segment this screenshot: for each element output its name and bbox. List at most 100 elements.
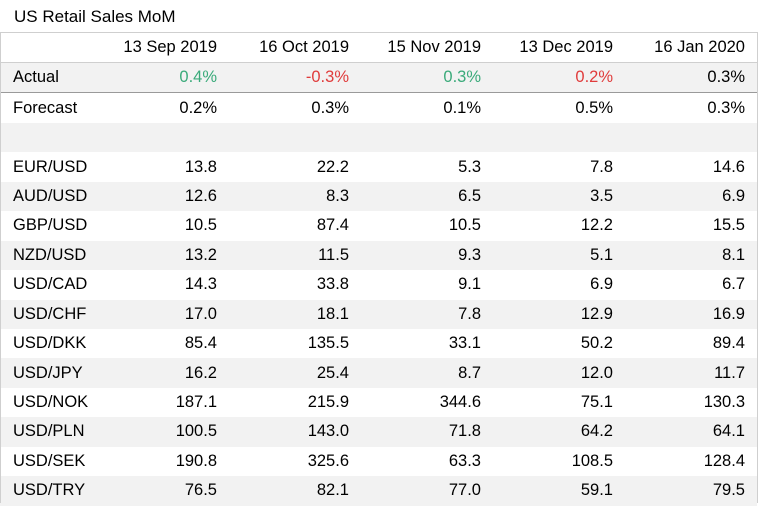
pair-label: USD/CAD bbox=[0, 270, 96, 300]
pair-value: 135.5 bbox=[229, 328, 361, 359]
pair-value: 10.5 bbox=[361, 211, 493, 241]
pair-value: 12.6 bbox=[96, 181, 229, 212]
pair-row: AUD/USD 12.6 8.3 6.5 3.5 6.9 bbox=[0, 181, 757, 212]
pair-value: 16.2 bbox=[96, 358, 229, 388]
pair-value: 13.2 bbox=[96, 240, 229, 271]
retail-sales-table: 13 Sep 2019 16 Oct 2019 15 Nov 2019 13 D… bbox=[0, 32, 757, 506]
pair-label: USD/NOK bbox=[0, 387, 96, 418]
forecast-value: 0.5% bbox=[493, 92, 625, 123]
pair-label: USD/DKK bbox=[0, 328, 96, 359]
pair-value: 18.1 bbox=[229, 299, 361, 329]
pair-label: EUR/USD bbox=[0, 152, 96, 182]
pair-row: USD/NOK 187.1 215.9 344.6 75.1 130.3 bbox=[0, 387, 757, 418]
empty-cell bbox=[229, 122, 361, 153]
pair-row: GBP/USD 10.5 87.4 10.5 12.2 15.5 bbox=[0, 211, 757, 241]
pair-label: AUD/USD bbox=[0, 181, 96, 212]
pair-value: 9.3 bbox=[361, 240, 493, 271]
pair-value: 12.0 bbox=[493, 358, 625, 388]
pair-value: 12.2 bbox=[493, 211, 625, 241]
pair-value: 17.0 bbox=[96, 299, 229, 329]
pair-value: 215.9 bbox=[229, 387, 361, 418]
pair-value: 6.7 bbox=[625, 270, 757, 300]
pair-value: 75.1 bbox=[493, 387, 625, 418]
pair-row: USD/PLN 100.5 143.0 71.8 64.2 64.1 bbox=[0, 417, 757, 447]
pair-value: 13.8 bbox=[96, 152, 229, 182]
pair-value: 6.9 bbox=[493, 270, 625, 300]
empty-cell bbox=[361, 122, 493, 153]
pair-value: 100.5 bbox=[96, 417, 229, 447]
pair-value: 6.5 bbox=[361, 181, 493, 212]
pair-value: 33.1 bbox=[361, 328, 493, 359]
row-label: Forecast bbox=[0, 92, 96, 123]
pair-value: 3.5 bbox=[493, 181, 625, 212]
forecast-row: Forecast 0.2% 0.3% 0.1% 0.5% 0.3% bbox=[0, 92, 757, 123]
pair-value: 8.3 bbox=[229, 181, 361, 212]
column-header: 13 Dec 2019 bbox=[493, 32, 625, 63]
pair-value: 14.3 bbox=[96, 270, 229, 300]
pair-value: 5.3 bbox=[361, 152, 493, 182]
pair-label: NZD/USD bbox=[0, 240, 96, 271]
pair-value: 128.4 bbox=[625, 446, 757, 477]
pair-value: 108.5 bbox=[493, 446, 625, 477]
pair-value: 14.6 bbox=[625, 152, 757, 182]
column-header: 15 Nov 2019 bbox=[361, 32, 493, 63]
forecast-value: 0.3% bbox=[229, 92, 361, 123]
pair-value: 82.1 bbox=[229, 476, 361, 506]
actual-value: 0.2% bbox=[493, 62, 625, 94]
pair-value: 77.0 bbox=[361, 476, 493, 506]
pair-value: 6.9 bbox=[625, 181, 757, 212]
pair-label: USD/PLN bbox=[0, 417, 96, 447]
actual-value: 0.4% bbox=[96, 62, 229, 94]
empty-cell bbox=[625, 122, 757, 153]
pair-row: EUR/USD 13.8 22.2 5.3 7.8 14.6 bbox=[0, 152, 757, 182]
row-label: Actual bbox=[0, 62, 96, 94]
pair-value: 22.2 bbox=[229, 152, 361, 182]
column-header: 13 Sep 2019 bbox=[96, 32, 229, 63]
pair-value: 130.3 bbox=[625, 387, 757, 418]
pair-value: 85.4 bbox=[96, 328, 229, 359]
pair-value: 15.5 bbox=[625, 211, 757, 241]
pair-label: USD/CHF bbox=[0, 299, 96, 329]
pair-row: USD/CHF 17.0 18.1 7.8 12.9 16.9 bbox=[0, 299, 757, 329]
pair-value: 143.0 bbox=[229, 417, 361, 447]
pair-label: USD/TRY bbox=[0, 476, 96, 506]
pair-value: 7.8 bbox=[361, 299, 493, 329]
pair-row: USD/CAD 14.3 33.8 9.1 6.9 6.7 bbox=[0, 270, 757, 300]
pair-value: 187.1 bbox=[96, 387, 229, 418]
pair-row: USD/DKK 85.4 135.5 33.1 50.2 89.4 bbox=[0, 328, 757, 359]
pair-label: USD/JPY bbox=[0, 358, 96, 388]
pair-value: 33.8 bbox=[229, 270, 361, 300]
forecast-value: 0.1% bbox=[361, 92, 493, 123]
pair-value: 89.4 bbox=[625, 328, 757, 359]
pair-row: USD/TRY 76.5 82.1 77.0 59.1 79.5 bbox=[0, 476, 757, 506]
forecast-value: 0.3% bbox=[625, 92, 757, 123]
pair-value: 16.9 bbox=[625, 299, 757, 329]
spacer-row bbox=[0, 122, 757, 153]
pair-row: USD/SEK 190.8 325.6 63.3 108.5 128.4 bbox=[0, 446, 757, 477]
empty-cell bbox=[96, 122, 229, 153]
pair-value: 79.5 bbox=[625, 476, 757, 506]
actual-value: 0.3% bbox=[625, 62, 757, 94]
empty-cell bbox=[493, 122, 625, 153]
pair-value: 12.9 bbox=[493, 299, 625, 329]
table-title: US Retail Sales MoM bbox=[14, 7, 176, 26]
pair-value: 87.4 bbox=[229, 211, 361, 241]
pair-value: 76.5 bbox=[96, 476, 229, 506]
actual-value: -0.3% bbox=[229, 62, 361, 94]
pair-value: 11.5 bbox=[229, 240, 361, 271]
column-header: 16 Jan 2020 bbox=[625, 32, 757, 63]
pair-value: 11.7 bbox=[625, 358, 757, 388]
pair-value: 5.1 bbox=[493, 240, 625, 271]
pair-value: 64.1 bbox=[625, 417, 757, 447]
pair-value: 344.6 bbox=[361, 387, 493, 418]
pair-label: GBP/USD bbox=[0, 211, 96, 241]
corner-cell bbox=[0, 32, 96, 63]
pair-value: 64.2 bbox=[493, 417, 625, 447]
pair-value: 7.8 bbox=[493, 152, 625, 182]
pair-row: USD/JPY 16.2 25.4 8.7 12.0 11.7 bbox=[0, 358, 757, 388]
pair-value: 25.4 bbox=[229, 358, 361, 388]
forecast-value: 0.2% bbox=[96, 92, 229, 123]
pair-row: NZD/USD 13.2 11.5 9.3 5.1 8.1 bbox=[0, 240, 757, 271]
pair-value: 8.7 bbox=[361, 358, 493, 388]
pair-value: 325.6 bbox=[229, 446, 361, 477]
